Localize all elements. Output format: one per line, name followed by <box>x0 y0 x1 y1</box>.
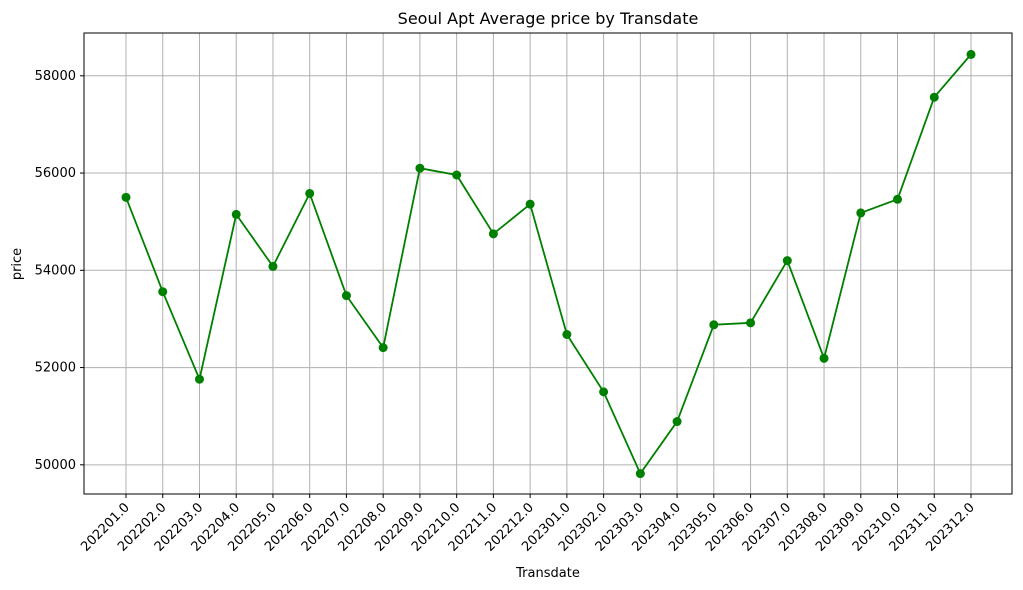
data-point <box>121 192 131 202</box>
data-point <box>672 417 682 427</box>
y-tick-label: 54000 <box>35 263 76 278</box>
data-point <box>782 256 792 266</box>
data-point <box>709 320 719 330</box>
y-tick-label: 52000 <box>35 361 76 376</box>
series-line <box>125 53 972 476</box>
data-point <box>268 261 278 271</box>
data-point <box>194 374 204 384</box>
x-axis: 202201.0202202.0202203.0202204.0202205.0… <box>78 494 978 555</box>
data-point <box>452 170 462 180</box>
data-point <box>378 343 388 353</box>
data-point <box>929 92 939 102</box>
plot-area <box>83 32 1013 495</box>
y-tick-label: 50000 <box>35 458 76 473</box>
y-tick-label: 58000 <box>35 69 76 84</box>
data-point <box>562 329 572 339</box>
y-tick-label: 56000 <box>35 166 76 181</box>
data-point <box>341 291 351 301</box>
data-point <box>158 287 168 297</box>
grid <box>84 33 1012 494</box>
chart-title: Seoul Apt Average price by Transdate <box>398 9 699 28</box>
data-point <box>819 353 829 363</box>
y-axis: 50000 52000 54000 56000 58000 <box>35 69 84 473</box>
data-point <box>635 469 645 479</box>
data-point <box>893 194 903 204</box>
y-axis-label: price <box>10 248 25 280</box>
data-point <box>525 199 535 209</box>
data-point <box>415 163 425 173</box>
data-point <box>231 209 241 219</box>
data-point <box>305 188 315 198</box>
series-price <box>121 49 976 479</box>
x-axis-label: Transdate <box>515 566 580 581</box>
data-point <box>599 387 609 397</box>
data-point <box>966 49 976 59</box>
data-point <box>488 229 498 239</box>
data-point <box>856 208 866 218</box>
data-point <box>746 318 756 328</box>
